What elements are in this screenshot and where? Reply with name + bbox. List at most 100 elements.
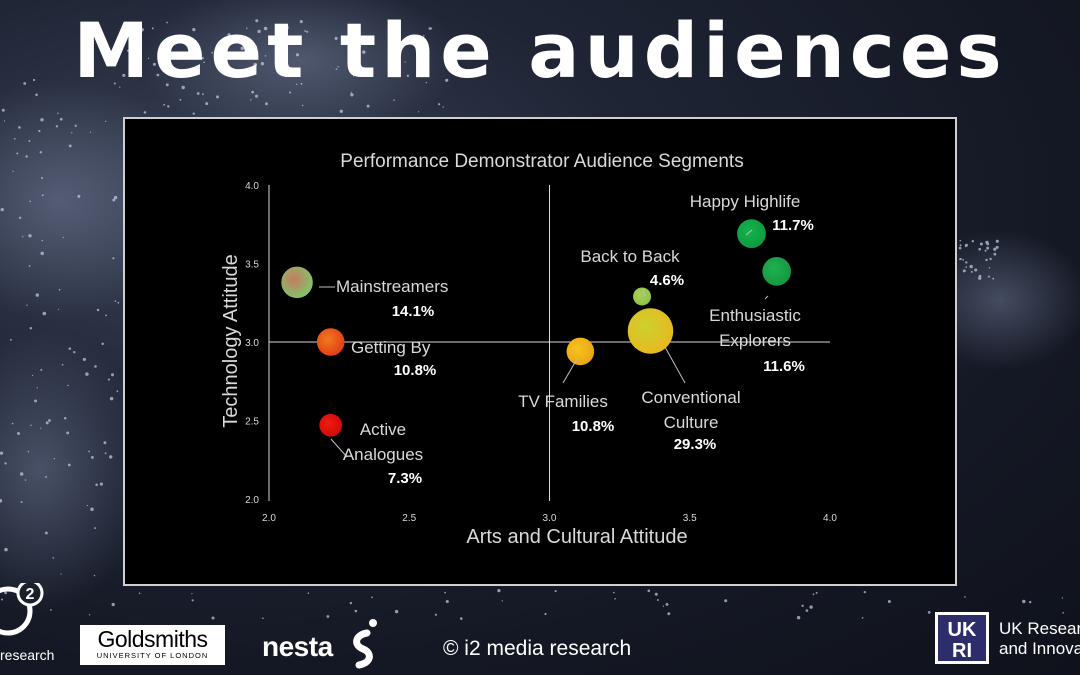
star-dot: [354, 609, 358, 613]
star-dot: [986, 246, 990, 250]
star-dot: [31, 374, 34, 377]
star-dot: [662, 605, 665, 607]
star-dot: [63, 416, 67, 420]
star-dot: [995, 239, 999, 243]
segment-label: Enthusiastic: [709, 306, 801, 325]
segment-label: Happy Highlife: [690, 192, 801, 211]
star-dot: [29, 327, 33, 330]
star-dot: [442, 106, 444, 108]
star-dot: [60, 573, 62, 575]
chart-title: Performance Demonstrator Audience Segmen…: [340, 151, 743, 172]
star-dot: [4, 547, 8, 552]
star-dot: [62, 236, 64, 239]
segment-percent: 7.3%: [388, 470, 422, 487]
star-dot: [88, 450, 90, 453]
star-dot: [107, 378, 110, 381]
star-dot: [18, 216, 22, 219]
bubble-happy-highlife[interactable]: [737, 219, 766, 249]
leader-line: [764, 295, 769, 300]
segment-percent: 29.3%: [674, 436, 717, 453]
bubble-back-to-back[interactable]: [633, 287, 652, 306]
bubble-enthusiastic-explorers[interactable]: [762, 257, 792, 286]
star-dot: [191, 593, 193, 595]
star-dot: [1022, 599, 1026, 604]
star-dot: [191, 599, 194, 602]
ukri-line-2: and Innovation: [999, 639, 1080, 658]
star-dot: [57, 112, 59, 114]
y-axis-label: Technology Attitude: [220, 254, 242, 427]
star-dot: [1029, 600, 1032, 604]
star-dot: [394, 609, 399, 614]
star-dot: [444, 591, 446, 594]
star-dot: [647, 589, 651, 593]
goldsmiths-logo: Goldsmiths UNIVERSITY OF LONDON: [80, 625, 225, 665]
star-dot: [96, 308, 100, 312]
star-dot: [989, 257, 992, 261]
star-dot: [964, 596, 966, 598]
star-dot: [965, 266, 967, 268]
star-dot: [250, 99, 252, 101]
star-dot: [138, 592, 141, 595]
segment-percent: 14.1%: [392, 303, 435, 320]
svg-text:UK: UK: [948, 619, 977, 641]
star-dot: [301, 104, 304, 107]
star-dot: [987, 275, 990, 278]
star-dot: [179, 98, 182, 101]
star-dot: [17, 432, 20, 435]
bubble-active-analogues[interactable]: [319, 413, 343, 437]
y-tick-label: 2.5: [245, 417, 259, 428]
star-dot: [796, 615, 801, 620]
star-dot: [211, 616, 215, 620]
star-dot: [105, 120, 107, 123]
segment-percent: 4.6%: [650, 272, 684, 289]
star-dot: [0, 499, 3, 503]
star-dot: [307, 592, 310, 594]
star-dot: [38, 129, 41, 133]
star-dot: [41, 194, 44, 197]
star-dot: [44, 531, 48, 535]
star-dot: [986, 242, 990, 246]
star-dot: [805, 609, 809, 612]
star-dot: [35, 293, 39, 297]
star-dot: [26, 304, 28, 306]
star-dot: [67, 384, 69, 387]
star-dot: [48, 419, 51, 422]
star-dot: [0, 451, 4, 455]
star-dot: [30, 424, 32, 427]
slide-title: Meet the audiences: [73, 6, 1007, 95]
star-dot: [812, 593, 815, 596]
star-dot: [417, 111, 420, 113]
star-dot: [88, 614, 91, 616]
star-dot: [89, 131, 92, 133]
bubble-tv-families[interactable]: [566, 337, 595, 366]
scatter-chart: Performance Demonstrator Audience Segmen…: [220, 151, 837, 548]
bubble-mainstreamers[interactable]: [281, 266, 313, 299]
star-dot: [71, 132, 73, 134]
star-dot: [57, 308, 60, 310]
star-dot: [85, 372, 89, 376]
star-dot: [724, 599, 728, 603]
star-dot: [90, 507, 94, 511]
ukri-text: UK Research and Innovation: [999, 619, 1080, 659]
star-dot: [861, 617, 864, 619]
star-dot: [82, 357, 86, 361]
star-dot: [59, 117, 63, 121]
star-dot: [326, 615, 330, 618]
star-dot: [116, 390, 119, 393]
star-dot: [58, 288, 61, 291]
star-dot: [16, 152, 19, 155]
segment-label: Conventional: [641, 388, 740, 407]
bubble-conventional-culture[interactable]: [627, 308, 674, 354]
bubble-getting-by[interactable]: [316, 328, 345, 356]
star-dot: [554, 590, 557, 593]
star-dot: [959, 244, 962, 247]
star-dot: [45, 421, 49, 425]
y-tick-label: 3.5: [245, 260, 259, 271]
star-dot: [99, 482, 103, 486]
star-dot: [101, 342, 104, 346]
star-dot: [52, 557, 55, 559]
star-dot: [964, 246, 967, 248]
star-dot: [992, 277, 995, 280]
star-dot: [167, 105, 170, 108]
i2-logo: 2: [0, 583, 44, 636]
